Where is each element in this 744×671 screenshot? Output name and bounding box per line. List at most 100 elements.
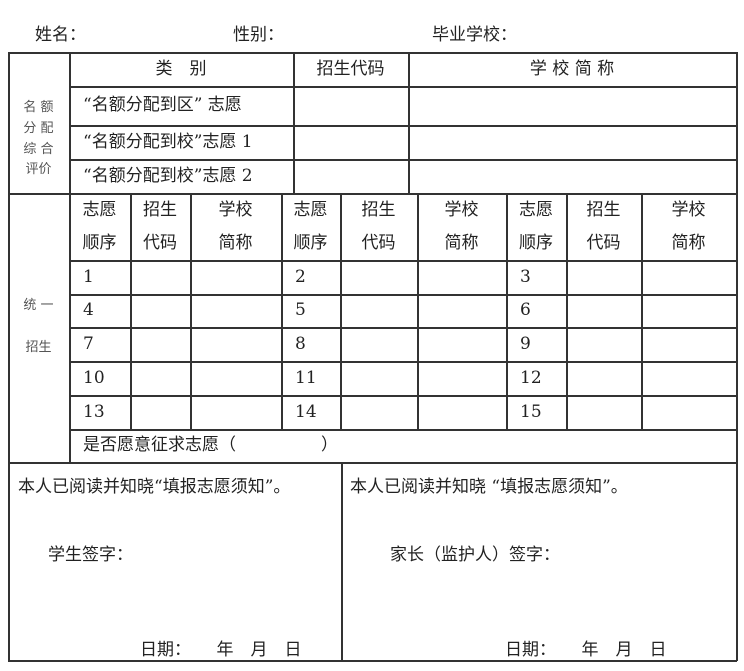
choice-code-field[interactable] <box>130 260 190 294</box>
quota-row-label-text: “名额分配到校”志愿 2 <box>83 165 253 186</box>
choice-code-field[interactable] <box>340 327 417 361</box>
table-line <box>641 193 643 430</box>
school-header: 学 校 简 称 <box>408 52 736 86</box>
choice-order: 5 <box>281 294 340 327</box>
choice-order-text: 4 <box>83 300 94 321</box>
choice-order: 15 <box>506 395 566 429</box>
choice-order: 12 <box>506 361 566 395</box>
choice-order: 9 <box>506 327 566 361</box>
choice-order-text: 5 <box>295 300 306 321</box>
choice-school-field[interactable] <box>417 327 506 361</box>
quota-row-label-text: “名额分配到区” 志愿 <box>83 95 242 116</box>
choice-school-field[interactable] <box>641 327 736 361</box>
solicit-option[interactable]: 是否愿意征求志愿（ ） <box>69 429 736 462</box>
unified-col-header-text: 学校 简称 <box>218 200 253 253</box>
parent-notice: 本人已阅读并知晓 “填报志愿须知”。 <box>350 477 628 497</box>
quota-code-field[interactable] <box>293 125 408 159</box>
choice-order-text: 2 <box>295 266 306 287</box>
school-header-text: 学 校 简 称 <box>529 58 615 79</box>
table-line <box>69 429 737 431</box>
table-line <box>69 260 737 262</box>
unified-col-header-text: 招生 代码 <box>361 200 396 253</box>
choice-order: 4 <box>69 294 130 327</box>
code-header-text: 招生代码 <box>316 58 385 79</box>
choice-order: 8 <box>281 327 340 361</box>
table-line <box>417 193 419 430</box>
table-line <box>8 52 737 54</box>
unified-col-header: 招生 代码 <box>566 193 641 260</box>
unified-col-header: 学校 简称 <box>641 193 736 260</box>
choice-code-field[interactable] <box>130 327 190 361</box>
choice-school-field[interactable] <box>190 361 281 395</box>
choice-school-field[interactable] <box>417 361 506 395</box>
unified-col-header-text: 志愿 顺序 <box>82 200 117 253</box>
unified-col-header: 招生 代码 <box>130 193 190 260</box>
choice-code-field[interactable] <box>340 361 417 395</box>
choice-order-text: 14 <box>295 401 317 422</box>
quota-row-label: “名额分配到校”志愿 1 <box>69 125 293 159</box>
table-line <box>293 52 295 194</box>
table-line <box>69 395 737 397</box>
choice-code-field[interactable] <box>340 395 417 429</box>
quota-code-field[interactable] <box>293 86 408 125</box>
table-line <box>69 52 71 463</box>
choice-school-field[interactable] <box>641 260 736 294</box>
quota-school-field[interactable] <box>408 86 736 125</box>
school-label: 毕业学校： <box>432 25 517 45</box>
quota-section-label: 名 额 分 配 综 合 评价 <box>8 86 69 193</box>
table-line <box>408 52 410 194</box>
choice-code-field[interactable] <box>566 361 641 395</box>
choice-order: 13 <box>69 395 130 429</box>
choice-order-text: 9 <box>520 333 531 354</box>
choice-school-field[interactable] <box>417 260 506 294</box>
unified-col-header: 志愿 顺序 <box>281 193 340 260</box>
table-line <box>69 125 737 127</box>
unified-col-header: 志愿 顺序 <box>69 193 130 260</box>
table-line <box>736 52 738 661</box>
unified-col-header-text: 志愿 顺序 <box>293 200 328 253</box>
choice-code-field[interactable] <box>566 327 641 361</box>
choice-school-field[interactable] <box>641 361 736 395</box>
choice-school-field[interactable] <box>190 327 281 361</box>
choice-school-field[interactable] <box>190 294 281 327</box>
choice-order-text: 13 <box>83 401 105 422</box>
choice-code-field[interactable] <box>340 260 417 294</box>
choice-school-field[interactable] <box>190 395 281 429</box>
choice-code-field[interactable] <box>566 294 641 327</box>
table-line <box>566 193 568 430</box>
choice-order-text: 6 <box>520 300 531 321</box>
unified-col-header-text: 招生 代码 <box>586 200 621 253</box>
choice-school-field[interactable] <box>190 260 281 294</box>
choice-school-field[interactable] <box>417 395 506 429</box>
table-line <box>69 361 737 363</box>
choice-code-field[interactable] <box>130 294 190 327</box>
table-line <box>506 193 508 430</box>
parent-signature-label: 家长（监护人）签字： <box>390 545 560 565</box>
unified-col-header: 志愿 顺序 <box>506 193 566 260</box>
unified-col-header: 招生 代码 <box>340 193 417 260</box>
choice-code-field[interactable] <box>130 361 190 395</box>
choice-school-field[interactable] <box>641 294 736 327</box>
table-line <box>69 86 737 88</box>
choice-order: 3 <box>506 260 566 294</box>
choice-order-text: 11 <box>295 367 317 388</box>
choice-school-field[interactable] <box>417 294 506 327</box>
category-header: 类 别 <box>69 52 293 86</box>
student-signature-label: 学生签字： <box>48 545 133 565</box>
quota-code-field[interactable] <box>293 159 408 193</box>
choice-code-field[interactable] <box>566 260 641 294</box>
code-header: 招生代码 <box>293 52 408 86</box>
choice-school-field[interactable] <box>641 395 736 429</box>
choice-code-field[interactable] <box>340 294 417 327</box>
unified-col-header-text: 学校 简称 <box>671 200 706 253</box>
choice-order-text: 8 <box>295 333 306 354</box>
quota-school-field[interactable] <box>408 159 736 193</box>
table-line <box>8 193 737 195</box>
quota-school-field[interactable] <box>408 125 736 159</box>
choice-code-field[interactable] <box>566 395 641 429</box>
table-line <box>8 660 737 662</box>
student-notice: 本人已阅读并知晓“填报志愿须知”。 <box>18 477 291 497</box>
choice-code-field[interactable] <box>130 395 190 429</box>
table-line <box>130 193 132 430</box>
